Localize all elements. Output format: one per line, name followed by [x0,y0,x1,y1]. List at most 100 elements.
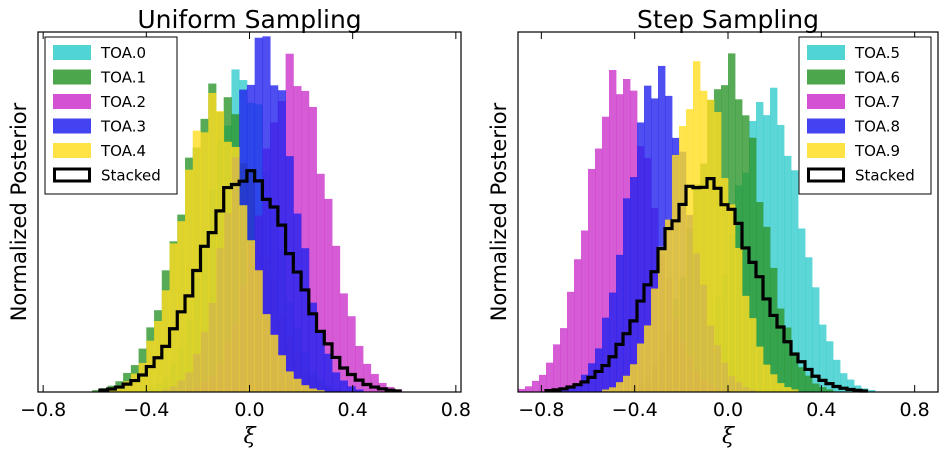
y-axis-label: Normalized Posterior [487,102,511,321]
hist-bar [215,111,225,392]
legend-swatch [807,118,845,134]
legend-swatch [53,94,91,109]
hist-bar [784,387,792,392]
hist-bar [812,383,820,392]
hist-bar [370,373,379,392]
legend-swatch [807,143,845,158]
hist-bar [770,87,778,392]
hist-bar [602,389,610,392]
x-tick-label: 0.0 [713,399,743,421]
hist-bar [791,170,799,392]
hist-bar [316,173,325,392]
hist-bar [169,243,178,392]
legend-label: TOA.5 [854,44,900,62]
hist-bar [630,364,638,392]
hist-bar [246,240,256,392]
hist-bar [756,346,764,392]
hist-bar [567,291,575,392]
legend-label: TOA.3 [100,118,146,136]
legend-swatch [53,118,91,134]
hist-bar [763,364,771,392]
legend-label: TOA.0 [100,44,146,62]
hist-bar [316,390,325,392]
hist-bar [177,221,186,392]
hist-bar [553,344,561,392]
legend-swatch [807,45,845,60]
x-tick-label: 0.0 [234,399,264,421]
hist-bar [270,85,279,392]
legend-label: TOA.1 [100,69,146,87]
hist-bar [798,367,806,392]
hist-bar [812,287,820,392]
hist-bar [728,204,736,392]
hist-bar [714,112,722,393]
hist-bar [770,267,778,392]
hist-bar [301,90,310,393]
hist-bar [623,198,631,392]
hist-bar [192,130,201,392]
hist-bar [332,245,341,392]
hist-bar [574,259,582,392]
hist-bar [581,230,589,392]
panel-uniform-sampling: Uniform Sampling Normalized Posterior ξ −0.… [7,5,471,449]
hist-bar [138,362,147,392]
hist-bar [223,141,232,392]
hist-bar [623,375,631,392]
legend: TOA.0 TOA.1 TOA.2 TOA.3 TOA.4 Stacked [44,36,178,195]
hist-bar [347,386,356,392]
panel-step-sampling: Step Sampling Normalized Posterior ξ −0.8 −0… [487,5,939,449]
hist-bar [742,295,750,392]
hist-bar [277,355,287,392]
hist-bar [200,132,209,392]
series-toa-9 [602,61,799,393]
hist-bar [693,61,701,393]
y-axis-label: Normalized Posterior [7,102,31,321]
x-tick-label: −0.8 [20,399,66,421]
hist-bar [735,247,743,392]
hist-bar [546,362,554,392]
hist-bar [868,390,876,392]
hist-bar [301,248,310,392]
x-tick-label: 0.4 [806,399,836,421]
legend-label: Stacked [101,167,161,185]
hist-bar [826,389,834,392]
hist-bar [301,385,310,392]
hist-bar [208,92,217,392]
legend-label: Stacked [855,167,915,185]
hist-bar [777,308,785,392]
legend-label: TOA.9 [854,142,900,160]
legend-swatch [53,167,91,183]
hist-bar [637,343,645,392]
hist-bar [840,373,848,392]
hist-bar [560,328,568,392]
hist-bar [630,177,638,392]
hist-bar [588,168,596,392]
hist-bar [819,324,827,392]
hist-bar [324,353,333,392]
hist-bar [609,387,617,392]
hist-bar [185,169,194,392]
hist-bar [574,383,582,392]
hist-bar [254,270,263,392]
hist-bar [784,327,792,392]
hist-bar [721,178,729,392]
hist-bar [609,70,617,392]
hist-bar [756,202,764,392]
hist-bar [525,386,533,392]
hist-bar [355,389,364,392]
hist-bar [791,389,799,392]
hist-bar [749,137,757,392]
hist-bar [324,198,333,392]
hist-bar [567,386,575,392]
hist-bar [658,65,666,393]
hist-bar [707,99,715,392]
chart-title: Uniform Sampling [137,5,361,34]
legend-swatch [53,45,91,60]
hist-bar [332,372,341,392]
hist-bar [798,228,806,392]
hist-bar [616,94,624,392]
hist-bar [735,99,743,392]
legend-label: TOA.6 [854,69,900,87]
hist-bar [308,106,317,392]
